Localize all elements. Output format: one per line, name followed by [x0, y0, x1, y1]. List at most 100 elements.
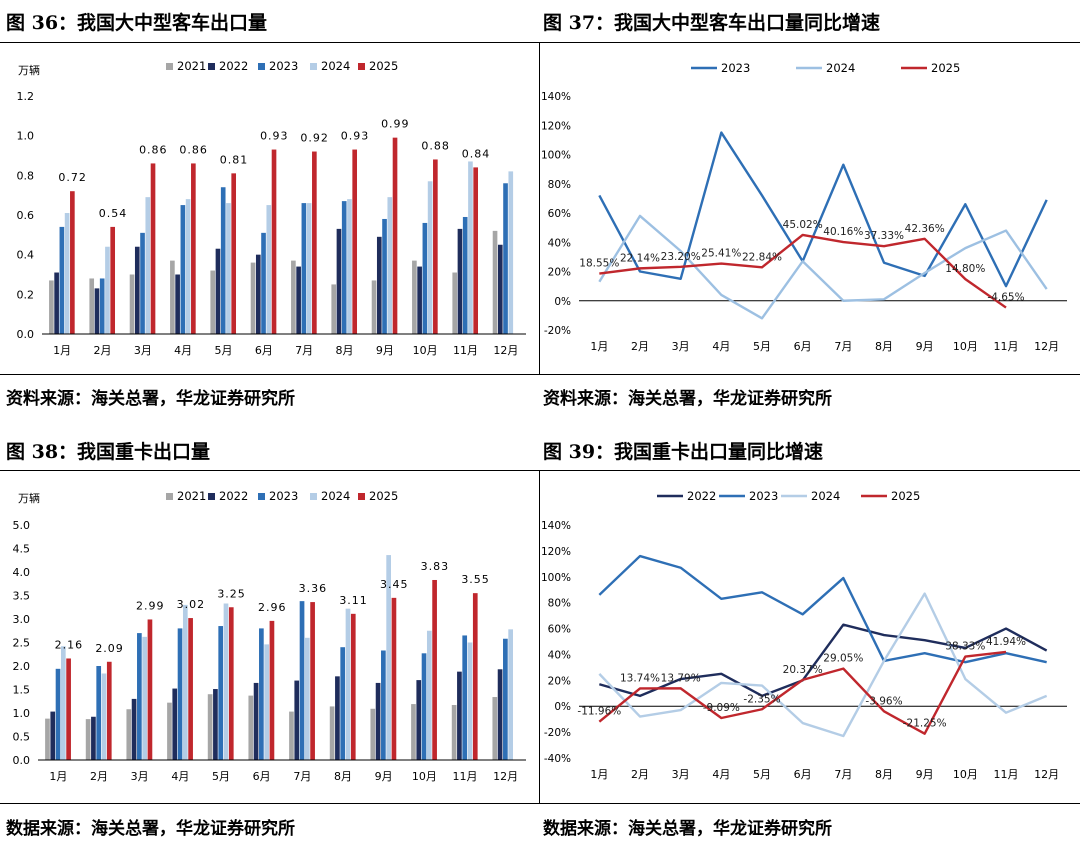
bar-2023 — [382, 218, 387, 334]
bar-2023 — [299, 601, 305, 760]
bar-2022 — [497, 669, 503, 760]
legend-swatch-2022 — [208, 63, 215, 70]
legend-swatch-2023 — [258, 63, 265, 70]
data-label: 0.93 — [341, 130, 370, 143]
data-label: 42.36% — [905, 223, 945, 235]
legend-label: 2025 — [891, 489, 920, 503]
y-tick-label: 1.2 — [17, 90, 35, 103]
data-label: 2.99 — [136, 599, 165, 612]
data-label: 3.36 — [299, 582, 328, 595]
bar-2022 — [457, 228, 463, 334]
bar-2023 — [140, 232, 145, 334]
figure-38-title: 图 38：我国重卡出口量 — [6, 441, 211, 463]
bar-2024 — [60, 646, 66, 760]
x-tick-label: 3月 — [131, 770, 149, 783]
y-tick-label: 100% — [541, 150, 571, 162]
x-tick-label: 10月 — [953, 340, 978, 353]
data-label: 0.93 — [260, 130, 289, 143]
y-tick-label: 2.0 — [13, 660, 31, 673]
x-tick-label: 8月 — [336, 344, 354, 357]
bar-2023 — [99, 278, 105, 334]
data-label: 3.45 — [380, 578, 409, 591]
bar-2021 — [370, 708, 376, 760]
series-line-2025 — [598, 650, 1007, 735]
x-tick-label: 12月 — [1034, 340, 1059, 353]
y-tick-label: 0.6 — [17, 209, 35, 222]
bar-2025 — [473, 167, 479, 334]
data-label: 40.16% — [823, 226, 863, 238]
data-label: 20.37% — [783, 664, 823, 676]
bar-2021 — [207, 694, 213, 760]
bar-2024 — [306, 203, 312, 334]
series-line-2023 — [598, 554, 1047, 664]
y-tick-label: 40% — [548, 649, 571, 661]
x-tick-label: 2月 — [90, 770, 108, 783]
data-label: 22.14% — [620, 252, 660, 264]
data-label: 38.33% — [945, 641, 985, 653]
data-label: 3.11 — [339, 594, 368, 607]
y-tick-label: 2.5 — [13, 637, 31, 650]
bar-2024 — [347, 199, 352, 334]
bar-2022 — [253, 682, 259, 760]
bar-2023 — [180, 205, 186, 334]
data-label: 0.99 — [381, 118, 410, 131]
legend-label: 2023 — [721, 61, 750, 75]
data-label: 2.96 — [258, 601, 287, 614]
x-tick-label: 9月 — [916, 340, 934, 353]
bar-2022 — [335, 676, 340, 760]
bar-2024 — [266, 205, 272, 334]
bar-2022 — [91, 716, 96, 760]
x-tick-label: 7月 — [295, 344, 313, 357]
bar-2021 — [411, 704, 416, 760]
bar-2025 — [70, 191, 75, 334]
bar-2024 — [64, 213, 70, 334]
bar-2025 — [110, 226, 116, 334]
bar-2021 — [371, 280, 377, 334]
bar-2023 — [96, 666, 102, 760]
y-tick-label: -20% — [544, 325, 571, 337]
data-label: 29.05% — [823, 653, 863, 665]
x-tick-label: 4月 — [171, 770, 189, 783]
bar-2024 — [426, 630, 432, 760]
legend-label: 2022 — [687, 489, 716, 503]
y-tick-label: 0% — [554, 296, 571, 308]
bar-2025 — [392, 137, 398, 334]
figure-38-source: 数据来源：海关总署，华龙证券研究所 — [6, 819, 295, 839]
bar-2022 — [131, 698, 137, 760]
data-label: 3.55 — [461, 573, 490, 586]
data-label: 3.25 — [217, 587, 246, 600]
bar-2025 — [391, 597, 397, 760]
x-tick-label: 5月 — [753, 768, 771, 781]
data-label: 25.41% — [701, 248, 741, 260]
x-tick-label: 6月 — [794, 768, 812, 781]
data-label: 13.79% — [661, 672, 701, 684]
bar-2021 — [329, 706, 335, 760]
legend-label: 2024 — [811, 489, 840, 503]
bar-2023 — [218, 626, 224, 760]
y-tick-label: 80% — [548, 598, 571, 610]
bar-2025 — [231, 173, 237, 334]
y-tick-label: 0.0 — [13, 754, 31, 767]
x-tick-label: 10月 — [953, 768, 978, 781]
bar-2024 — [468, 161, 473, 334]
x-tick-label: 8月 — [334, 770, 352, 783]
top-rule-upper — [0, 42, 1080, 43]
bar-2023 — [340, 647, 346, 760]
bar-2022 — [255, 254, 261, 334]
data-label: 2.16 — [55, 638, 84, 651]
y-tick-label: 60% — [548, 208, 571, 220]
bar-2025 — [472, 593, 478, 760]
y-tick-label: 120% — [541, 546, 571, 558]
y-tick-label: 1.0 — [17, 130, 35, 143]
y-tick-label: 40% — [548, 237, 571, 249]
bar-2021 — [452, 272, 458, 334]
bar-2021 — [248, 695, 254, 760]
x-tick-label: 1月 — [53, 344, 71, 357]
bar-2022 — [94, 288, 100, 334]
bar-2025 — [147, 619, 153, 760]
y-tick-label: 4.0 — [13, 566, 31, 579]
bar-2024 — [508, 629, 513, 760]
bar-2022 — [215, 248, 221, 334]
data-label: 0.92 — [300, 132, 329, 145]
legend-label: 2024 — [826, 61, 855, 75]
